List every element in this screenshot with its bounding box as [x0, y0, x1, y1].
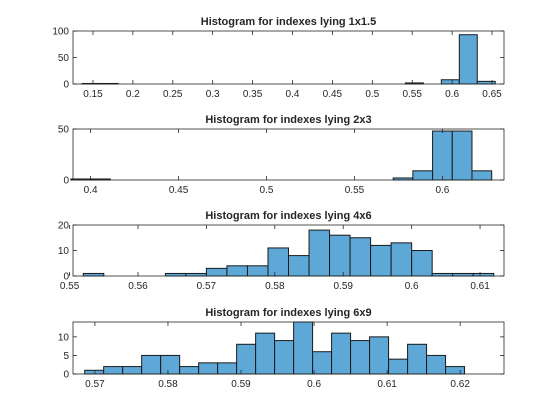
histogram-bar — [432, 130, 453, 181]
histogram-bar — [179, 366, 200, 375]
x-tick-label: 0.6 — [405, 281, 419, 292]
x-tick-label: 0.55 — [402, 89, 422, 100]
x-tick-label: 0.56 — [128, 281, 148, 292]
histogram-bar — [122, 366, 143, 375]
histogram-bar — [440, 79, 460, 85]
x-tick-label: 0.3 — [206, 89, 220, 100]
x-tick-label: 0.6 — [307, 379, 321, 390]
histogram-bar — [308, 229, 331, 277]
histogram-bar — [103, 366, 124, 375]
x-tick-label: 0.61 — [377, 379, 397, 390]
x-tick-label: 0.5 — [365, 89, 379, 100]
histogram-bar — [293, 321, 314, 375]
axes-box — [72, 321, 505, 375]
histogram-bar — [312, 351, 333, 375]
x-tick-label: 0.4 — [84, 185, 98, 196]
histogram-panel-3: 0.55 0.56 0.57 0.58 0.59 0.6 0.61 0 10 20 Histogra… — [58, 210, 505, 292]
histogram-panel-2: 0.4 0.45 0.5 0.55 0.6 0 50 Histogram for indexe… — [58, 114, 505, 196]
x-tick-label: 0.57 — [197, 281, 217, 292]
histogram-bar — [445, 366, 466, 375]
histogram-bar — [274, 340, 295, 375]
histogram-bar — [226, 265, 248, 277]
histogram-bar — [471, 170, 493, 181]
y-tick-label: 20 — [58, 221, 70, 232]
histogram-bar — [412, 170, 434, 181]
histogram-bar — [329, 234, 351, 277]
x-tick-label: 0.45 — [323, 89, 343, 100]
x-tick-label: 0.58 — [158, 379, 178, 390]
histogram-bar — [160, 354, 181, 375]
histogram-panel-4: 0.57 0.58 0.59 0.6 0.61 0.62 0 5 10 Histogram for… — [58, 307, 505, 390]
histogram-bar — [255, 332, 276, 375]
x-tick-label: 0.5 — [260, 185, 274, 196]
histogram-bar — [388, 358, 409, 375]
chart-title: Histogram for indexes lying 2x3 — [205, 114, 371, 126]
histogram-bar — [288, 255, 310, 277]
histogram-bar — [141, 354, 162, 375]
x-tick-label: 0.2 — [126, 89, 140, 100]
histogram-panel-1: 0.15 0.2 0.25 0.3 0.35 0.4 0.45 0.5 0.55 0.6 0.65 0… — [52, 16, 505, 100]
histogram-bar — [236, 343, 257, 375]
chart-title: Histogram for indexes lying 1x1.5 — [201, 16, 376, 28]
x-tick-label: 0.25 — [163, 89, 183, 100]
x-tick-label: 0.55 — [345, 185, 365, 196]
histogram-bar — [205, 267, 228, 277]
histogram-bar — [370, 244, 392, 277]
x-tick-label: 0.15 — [83, 89, 103, 100]
histogram-bar — [390, 242, 413, 277]
x-tick-label: 0.59 — [333, 281, 353, 292]
y-tick-label: 0 — [63, 272, 69, 283]
histogram-bar — [246, 265, 269, 277]
y-tick-label: 50 — [58, 125, 70, 136]
y-tick-label: 5 — [63, 351, 69, 362]
chart-title: Histogram for indexes lying 4x6 — [205, 210, 371, 222]
histogram-bar — [350, 340, 371, 375]
axes-box — [72, 30, 505, 85]
y-tick-label: 10 — [58, 332, 70, 343]
chart-title: Histogram for indexes lying 6x9 — [205, 307, 371, 319]
histogram-bar — [217, 362, 238, 375]
histogram-bar — [451, 130, 473, 181]
histogram-bar — [458, 34, 478, 85]
histogram-bar — [426, 354, 447, 375]
axes-box — [72, 128, 505, 181]
histogram-bar — [331, 332, 352, 375]
y-tick-label: 0 — [63, 370, 69, 381]
x-tick-label: 0.6 — [445, 89, 459, 100]
y-tick-label: 10 — [58, 246, 70, 257]
x-tick-label: 0.4 — [286, 89, 300, 100]
x-tick-label: 0.57 — [85, 379, 105, 390]
x-tick-label: 0.55 — [60, 281, 80, 292]
histogram-bar — [198, 362, 219, 375]
x-tick-label: 0.65 — [482, 89, 502, 100]
y-tick-label: 100 — [52, 27, 69, 38]
histogram-bar — [407, 343, 428, 375]
histogram-bar — [411, 250, 433, 277]
y-tick-label: 0 — [63, 80, 69, 91]
histogram-bar — [369, 336, 390, 375]
y-tick-label: 0 — [63, 176, 69, 187]
x-tick-label: 0.45 — [169, 185, 189, 196]
x-tick-label: 0.62 — [450, 379, 470, 390]
x-tick-label: 0.58 — [265, 281, 285, 292]
histogram-bar — [84, 369, 105, 375]
x-tick-label: 0.59 — [231, 379, 251, 390]
y-tick-label: 50 — [58, 53, 70, 64]
x-tick-label: 0.6 — [435, 185, 449, 196]
histogram-bar — [349, 237, 372, 277]
x-tick-label: 0.35 — [243, 89, 263, 100]
histogram-bar — [267, 247, 290, 277]
x-tick-label: 0.61 — [470, 281, 490, 292]
